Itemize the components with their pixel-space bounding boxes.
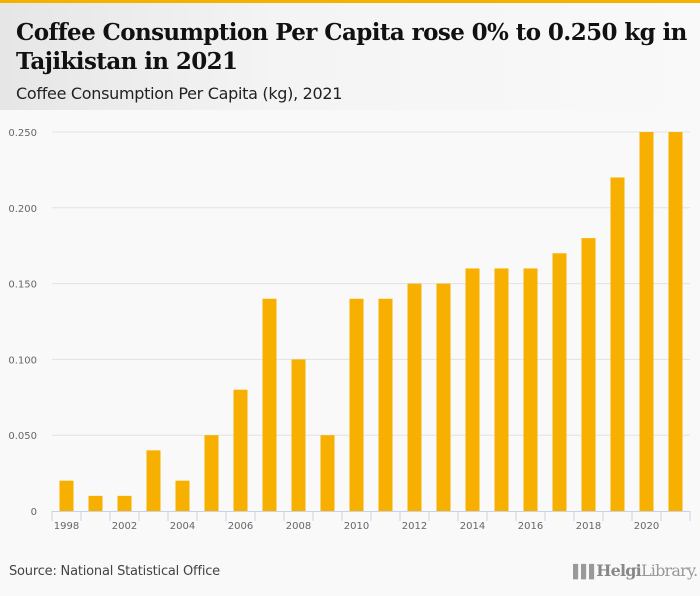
library-building-icon: ▐▐▐ xyxy=(568,565,594,580)
bar-2015 xyxy=(494,268,509,511)
bar-2017 xyxy=(552,253,567,511)
x-tick-label: 1998 xyxy=(54,521,79,532)
logo-light-text: Library. xyxy=(640,561,698,580)
bar-2021 xyxy=(668,132,683,511)
y-tick-label: 0.150 xyxy=(8,280,37,291)
bar-2011 xyxy=(378,298,393,511)
bar-2003 xyxy=(146,450,161,511)
bar-2006 xyxy=(233,389,248,511)
helgi-library-logo[interactable]: ▐▐▐ HelgiLibrary. xyxy=(568,561,698,580)
bar-2020 xyxy=(639,132,654,511)
x-tick-label: 2014 xyxy=(460,521,485,532)
bar-2009 xyxy=(320,435,335,511)
bar-2008 xyxy=(291,359,306,511)
bar-1998 xyxy=(59,480,74,511)
bar-2019 xyxy=(610,177,625,511)
chart-title: Coffee Consumption Per Capita rose 0% to… xyxy=(16,19,687,75)
bar-2005 xyxy=(204,435,219,511)
bar-2012 xyxy=(407,283,422,511)
bar-2007 xyxy=(262,298,277,511)
bar-2001 xyxy=(88,495,103,511)
y-tick-label: 0 xyxy=(31,507,37,518)
x-tick-label: 2016 xyxy=(518,521,543,532)
chart-header: Coffee Consumption Per Capita rose 0% to… xyxy=(0,3,700,110)
y-tick-label: 0.250 xyxy=(8,128,37,139)
x-axis: 1998 2002 2004 2006 2008 2010 2012 2014 2016 2018… xyxy=(51,511,691,532)
logo-bold-text: Helgi xyxy=(596,561,641,580)
accent-bar xyxy=(0,0,700,3)
y-tick-label: 0.200 xyxy=(8,204,37,215)
x-tick-label: 2010 xyxy=(344,521,369,532)
source-note: Source: National Statistical Office xyxy=(9,564,220,579)
y-tick-label: 0.050 xyxy=(8,431,37,442)
bar-2010 xyxy=(349,298,364,511)
bar-2018 xyxy=(581,238,596,511)
x-tick-label: 2004 xyxy=(170,521,195,532)
bar-2014 xyxy=(465,268,480,511)
bar-2002 xyxy=(117,495,132,511)
x-tick-label: 2020 xyxy=(634,521,659,532)
bar-2016 xyxy=(523,268,538,511)
x-tick-label: 2002 xyxy=(112,521,137,532)
bars xyxy=(59,132,683,511)
y-axis: 0 0.050 0.100 0.150 0.200 0.250 xyxy=(8,128,37,518)
y-tick-label: 0.100 xyxy=(8,355,37,366)
x-tick-label: 2018 xyxy=(576,521,601,532)
bar-2004 xyxy=(175,480,190,511)
x-tick-label: 2006 xyxy=(228,521,253,532)
x-tick-label: 2008 xyxy=(286,521,311,532)
x-tick-label: 2012 xyxy=(402,521,427,532)
bar-2013 xyxy=(436,283,451,511)
chart-subtitle: Coffee Consumption Per Capita (kg), 2021 xyxy=(16,84,343,103)
bar-chart: 0 0.050 0.100 0.150 0.200 0.250 1998 2002 2004 2… xyxy=(8,128,691,532)
